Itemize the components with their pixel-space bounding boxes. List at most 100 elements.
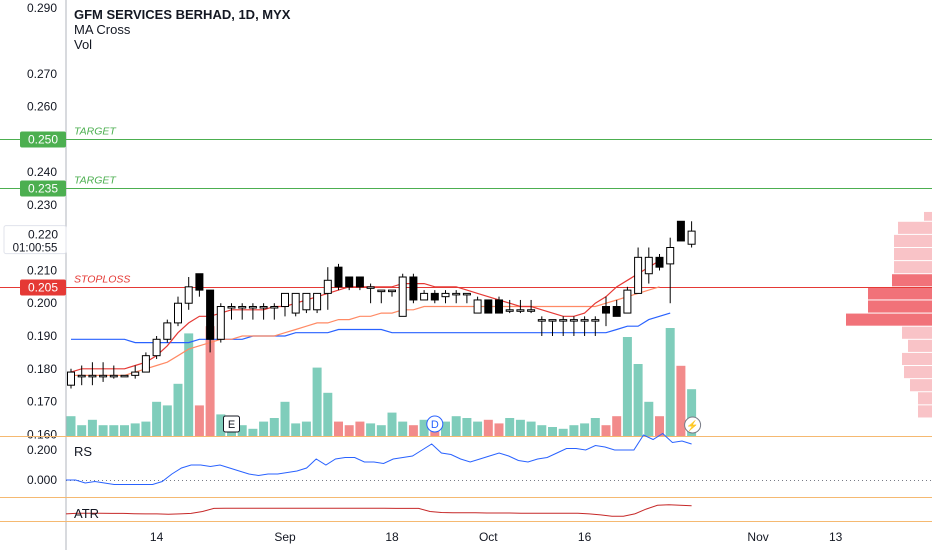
volume-bar [601,425,611,436]
indicator-volume[interactable]: Vol [74,37,93,52]
candle-body [409,276,418,301]
volume-bar [355,421,365,436]
volume-profile-bar [918,392,932,405]
volume-bar [462,418,472,436]
candle-body [398,276,407,317]
earnings-marker [223,415,240,433]
candle-body [548,319,557,322]
rs-tick-label: 0.000 [27,473,57,487]
candle-body [591,319,600,322]
level-badge [20,180,66,197]
lightning-icon [684,416,702,434]
candle-body [462,292,471,296]
volume-bar [622,337,632,436]
candle-body [206,289,215,340]
volume-profile-bar [898,221,932,234]
volume-profile-bar [868,287,932,300]
candle-body [88,374,97,378]
volume-profile-bar [910,379,932,392]
last-price-badge [3,225,67,255]
volume-bar [152,401,162,436]
candle-body [302,292,311,311]
volume-bar [558,428,568,436]
volume-bar [259,421,269,436]
volume-bar [77,425,87,436]
level-badge-text: 0.205 [28,281,58,295]
volume-bar [162,405,172,436]
volume-bar [194,405,204,436]
volume-bar [248,428,258,436]
volume-bar [408,425,418,436]
volume-profile-bar [902,352,932,366]
volume-bar [473,421,483,436]
ma-fast-line [70,260,660,373]
candle-body [516,309,525,312]
candle-body [248,306,257,309]
candle-body [323,279,332,294]
volume-bar [644,401,654,436]
volume-bar [87,419,97,436]
candle-body [174,302,182,324]
volume-bar [269,418,279,436]
dividend-marker [426,415,444,433]
candle-body [612,306,621,317]
price-tick-label: 0.230 [27,198,57,212]
candle-body [313,292,322,311]
volume-bar [590,418,600,436]
volume-bar [98,425,108,436]
price-tick-label: 0.210 [27,263,57,277]
volume-bar [548,427,557,436]
rs-pane-label[interactable]: RS [74,444,93,459]
volume-bar [537,425,547,436]
volume-profile-bar [894,248,932,261]
volume-bar [569,425,579,436]
candle-body [131,371,140,376]
candle-body [377,289,386,293]
candle-body [366,286,375,289]
volume-bar [419,419,429,436]
volume-bar [280,401,290,436]
volume-bar [687,389,697,436]
volume-bar [173,383,183,436]
volume-bar [526,421,536,436]
candle-body [77,374,86,378]
time-axis-label: Nov [747,530,768,544]
candle-body [99,374,108,378]
time-axis-label: Oct [479,530,498,544]
level-badge-text: 0.235 [28,182,58,196]
volume-profile-bar [846,313,932,326]
candle-body [345,276,354,288]
candle-body [334,266,343,288]
atr-pane-label[interactable]: ATR [74,506,100,521]
volume-bar [291,423,301,436]
candle-body [569,319,578,322]
candle-body [537,319,546,322]
event-marker-letter: D [431,419,439,431]
volume-bar [580,423,590,436]
volume-profile-bar [902,326,932,339]
chart-legend: GFM SERVICES BERHAD, 1D, MYX MA Cross Vo… [74,7,290,52]
symbol-title[interactable]: GFM SERVICES BERHAD, 1D, MYX [74,7,291,22]
candle-body [259,306,268,309]
candle-body [281,292,289,308]
time-axis-label: Sep [274,530,296,544]
volume-bar [676,365,686,436]
candle-body [195,273,204,291]
candle-body [388,289,396,293]
candle-body [270,306,279,309]
bar-countdown-text: 01:00:55 [13,243,58,255]
volume-bar [334,421,343,436]
volume-bar [494,423,504,436]
candle-body [184,286,193,304]
price-tick-label: 0.180 [27,362,57,376]
candle-body [580,319,589,322]
volume-bar [301,421,311,436]
ma-long-line [71,312,671,344]
volume-profile-bar [908,339,932,352]
price-tick-label: 0.290 [27,1,57,15]
candle-body [644,256,653,275]
indicator-ma-cross[interactable]: MA Cross [74,22,131,37]
volume-bar [483,419,493,436]
